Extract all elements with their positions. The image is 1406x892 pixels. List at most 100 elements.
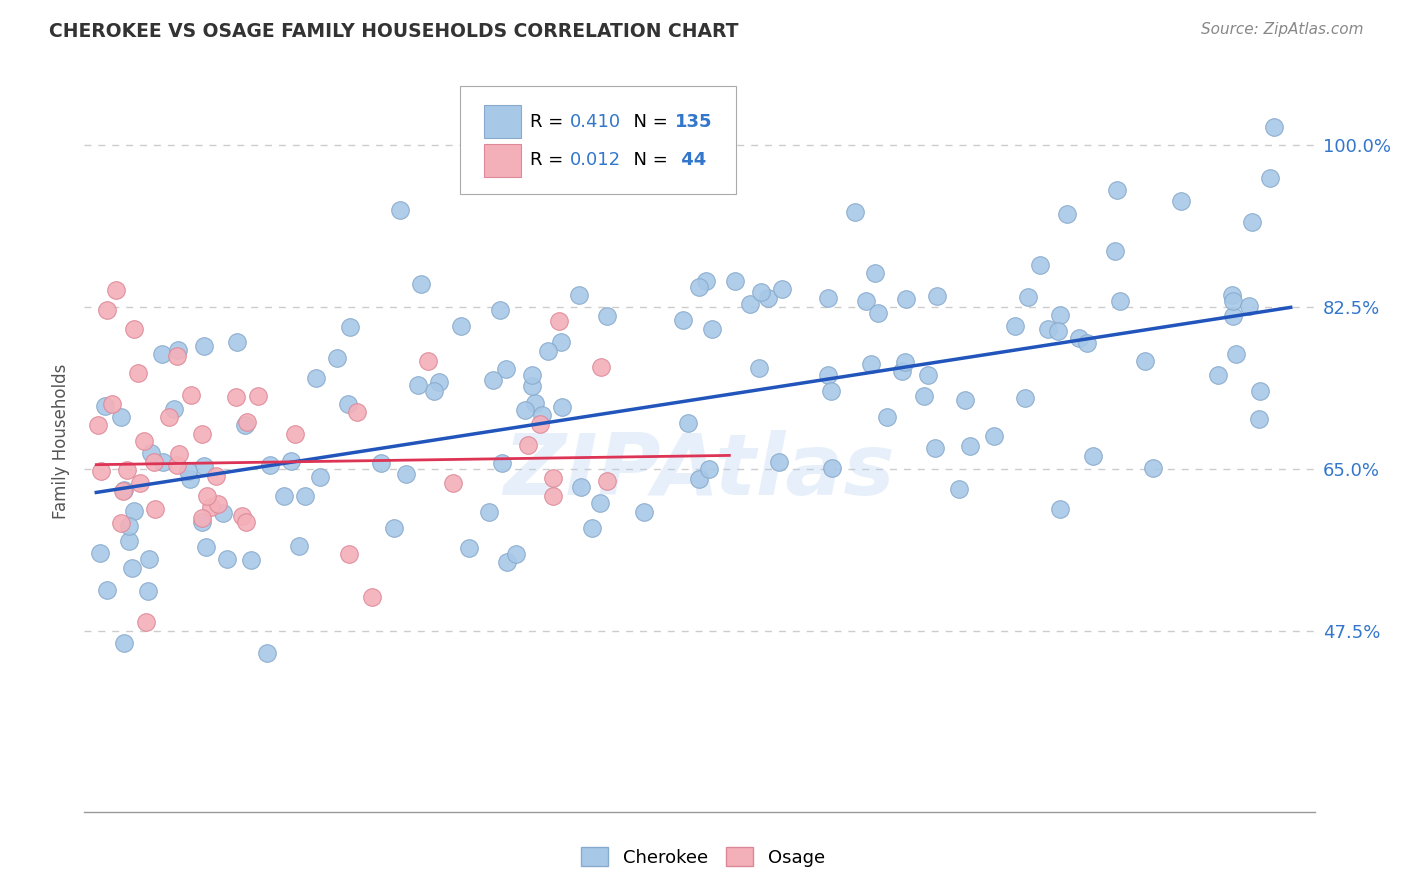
- Point: [589, 154, 612, 169]
- Point: [382, 521, 405, 535]
- Point: [259, 458, 281, 472]
- Point: [505, 547, 527, 561]
- Point: [142, 455, 165, 469]
- Point: [550, 334, 572, 349]
- FancyBboxPatch shape: [484, 144, 522, 178]
- Point: [1170, 194, 1192, 209]
- Point: [1220, 288, 1243, 302]
- Point: [441, 476, 464, 491]
- Point: [481, 373, 503, 387]
- Point: [688, 472, 710, 486]
- Point: [135, 615, 157, 629]
- Point: [89, 546, 111, 560]
- Point: [104, 284, 127, 298]
- Point: [633, 505, 655, 519]
- Text: 0.012: 0.012: [571, 152, 621, 169]
- Point: [152, 455, 174, 469]
- Point: [672, 313, 695, 327]
- Point: [1004, 319, 1026, 334]
- Text: 135: 135: [675, 112, 713, 131]
- Point: [339, 319, 361, 334]
- Point: [337, 397, 360, 411]
- Text: 44: 44: [675, 152, 706, 169]
- Point: [167, 343, 190, 357]
- Point: [231, 508, 253, 523]
- Point: [246, 389, 269, 403]
- Point: [820, 384, 842, 399]
- Point: [195, 490, 218, 504]
- Point: [169, 447, 191, 461]
- Point: [93, 399, 115, 413]
- Point: [284, 426, 307, 441]
- Point: [758, 291, 780, 305]
- Point: [101, 397, 124, 411]
- Point: [115, 463, 138, 477]
- Point: [112, 483, 135, 497]
- Point: [1249, 384, 1271, 399]
- Point: [118, 533, 141, 548]
- Point: [121, 561, 143, 575]
- Point: [422, 384, 444, 399]
- Point: [273, 490, 295, 504]
- Point: [217, 552, 239, 566]
- Point: [1142, 460, 1164, 475]
- Point: [191, 511, 214, 525]
- Point: [1014, 391, 1036, 405]
- Point: [817, 368, 839, 383]
- Point: [177, 464, 200, 478]
- Point: [596, 309, 619, 323]
- Point: [517, 437, 540, 451]
- Point: [1222, 293, 1244, 308]
- Point: [678, 416, 700, 430]
- Point: [524, 396, 547, 410]
- Text: N =: N =: [621, 112, 673, 131]
- Point: [568, 288, 591, 302]
- Point: [478, 505, 501, 519]
- Point: [235, 515, 257, 529]
- Point: [256, 646, 278, 660]
- Point: [891, 364, 914, 378]
- Point: [1206, 368, 1229, 382]
- Point: [111, 483, 134, 498]
- Point: [1258, 170, 1281, 185]
- Point: [817, 291, 839, 305]
- Point: [138, 583, 160, 598]
- Point: [520, 378, 543, 392]
- Point: [408, 378, 430, 392]
- Point: [983, 429, 1005, 443]
- Point: [124, 503, 146, 517]
- Point: [226, 334, 249, 349]
- Point: [326, 351, 349, 366]
- Point: [491, 456, 513, 470]
- Point: [697, 462, 720, 476]
- Text: R =: R =: [530, 112, 568, 131]
- Point: [96, 583, 118, 598]
- Point: [1076, 335, 1098, 350]
- Point: [1237, 299, 1260, 313]
- Point: [948, 482, 970, 496]
- Point: [180, 388, 202, 402]
- Text: CHEROKEE VS OSAGE FAMILY HOUSEHOLDS CORRELATION CHART: CHEROKEE VS OSAGE FAMILY HOUSEHOLDS CORR…: [49, 22, 738, 41]
- Point: [288, 539, 311, 553]
- Point: [723, 274, 745, 288]
- Point: [1049, 501, 1071, 516]
- Point: [821, 460, 844, 475]
- Point: [520, 368, 543, 383]
- Point: [917, 368, 939, 383]
- Point: [416, 354, 439, 368]
- Point: [305, 370, 328, 384]
- Point: [740, 297, 762, 311]
- Point: [395, 467, 418, 482]
- Point: [1017, 290, 1039, 304]
- Point: [194, 540, 217, 554]
- Point: [1056, 207, 1078, 221]
- Text: N =: N =: [621, 152, 673, 169]
- Point: [1247, 412, 1270, 426]
- Point: [515, 402, 537, 417]
- Point: [571, 480, 593, 494]
- Point: [959, 439, 981, 453]
- Point: [1133, 354, 1156, 368]
- Point: [294, 489, 316, 503]
- Point: [855, 294, 877, 309]
- Point: [953, 392, 976, 407]
